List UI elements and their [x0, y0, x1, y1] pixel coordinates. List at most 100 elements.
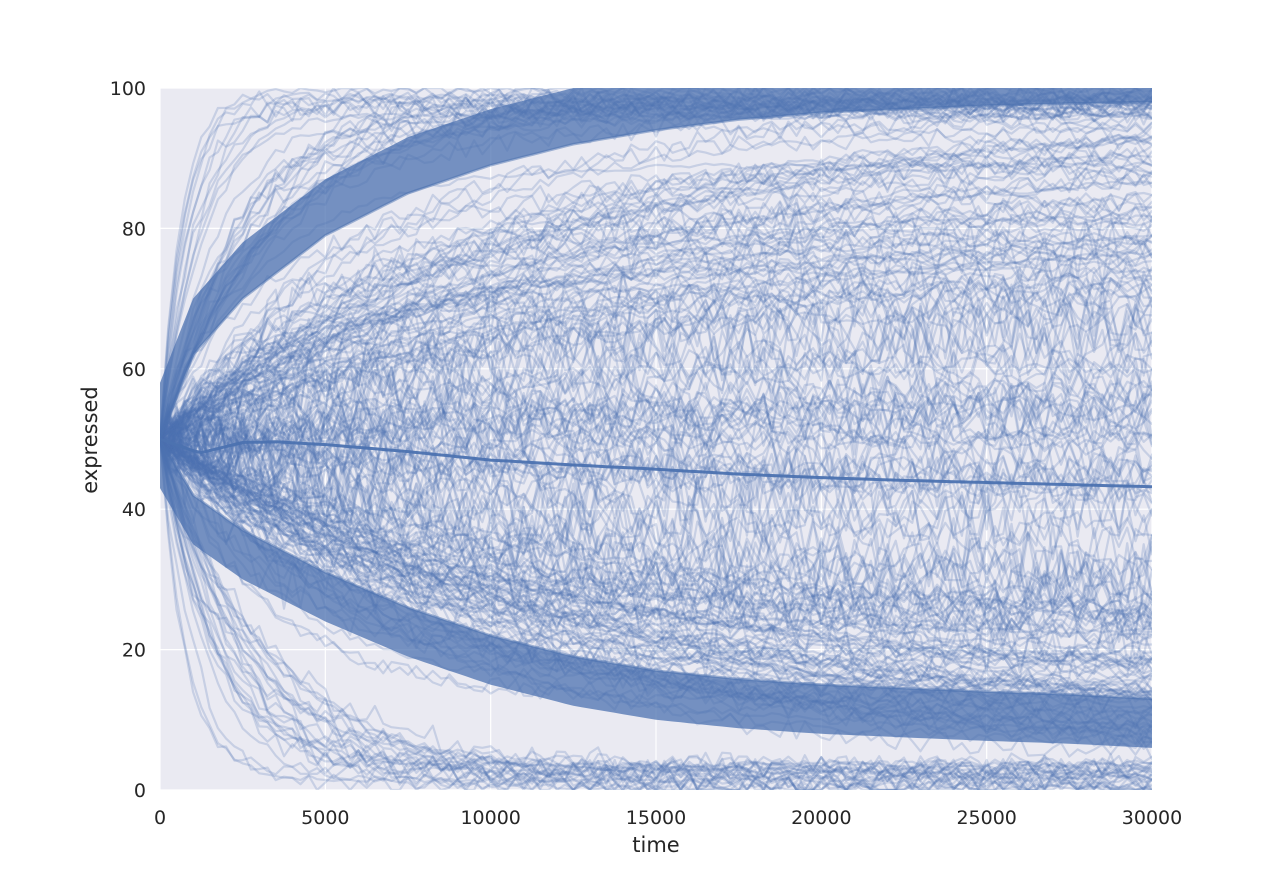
trace-line: [160, 437, 1152, 784]
trace-line: [160, 212, 1152, 441]
trace-line: [160, 427, 1152, 662]
trace-line: [160, 437, 1152, 783]
trace-line: [160, 437, 1152, 614]
trace-line: [160, 437, 1152, 681]
trace-line: [160, 437, 1152, 621]
trace-line: [160, 219, 1152, 441]
trace-line: [160, 168, 1152, 441]
trace-line: [160, 313, 1152, 450]
x-tick-label: 10000: [460, 807, 520, 829]
trace-line: [160, 411, 1152, 458]
x-tick-label: 20000: [791, 807, 851, 829]
trace-line: [160, 437, 1152, 699]
trace-line: [160, 437, 1152, 655]
trace-line: [160, 409, 1152, 540]
trace-line: [160, 239, 1152, 445]
trace-line: [160, 437, 1152, 775]
trace-line: [160, 437, 1152, 591]
trace-line: [160, 437, 1152, 790]
trace-line: [160, 437, 1152, 775]
trace-line: [160, 381, 1152, 462]
trace-line: [160, 437, 1152, 619]
trace-line: [160, 437, 1152, 617]
trace-line: [160, 125, 1152, 441]
trace-line: [160, 419, 1152, 584]
trace-line: [160, 214, 1152, 441]
trace-line: [160, 437, 1152, 641]
trace-line: [160, 416, 1152, 643]
trace-line: [160, 437, 1152, 783]
trace-line: [160, 191, 1152, 441]
trace-line: [160, 417, 1152, 561]
trace-line: [160, 150, 1152, 441]
trace-line: [160, 296, 1152, 472]
x-tick-label: 25000: [956, 807, 1016, 829]
trace-line: [160, 256, 1152, 442]
trace-line: [160, 370, 1152, 452]
trace-line: [160, 196, 1152, 442]
trace-line: [160, 205, 1152, 441]
trace-line: [160, 263, 1152, 441]
trace-line: [160, 437, 1152, 635]
upper-bundle: [160, 88, 1152, 439]
trace-line: [160, 437, 1152, 692]
trace-line: [160, 427, 1152, 451]
trace-line: [160, 437, 1152, 689]
trace-line: [160, 393, 1152, 455]
trace-line: [160, 437, 1152, 780]
trace-line: [160, 437, 1152, 672]
trace-line: [160, 437, 1152, 635]
trace-line: [160, 437, 1152, 681]
trace-line: [160, 437, 1152, 790]
trace-line: [160, 433, 1152, 495]
trace-line: [160, 437, 1152, 773]
x-tick-label: 0: [154, 807, 166, 829]
trace-line: [160, 437, 1152, 783]
x-tick-label: 15000: [626, 807, 686, 829]
trace-line: [160, 437, 1152, 790]
trace-line: [160, 437, 1152, 702]
trace-line: [160, 254, 1152, 442]
trace-line: [160, 437, 1152, 699]
trace-line: [160, 437, 1152, 776]
trace-line: [160, 437, 1152, 790]
trace-line: [160, 164, 1152, 441]
trace-line: [160, 288, 1152, 465]
trace-line: [160, 367, 1152, 455]
trace-line: [160, 437, 1152, 694]
trace-line: [160, 266, 1152, 441]
trace-line: [160, 437, 1152, 603]
trace-line: [160, 230, 1152, 441]
trace-line: [160, 437, 1152, 790]
trace-line: [160, 302, 1152, 447]
trace-line: [160, 248, 1152, 441]
x-axis-label: time: [632, 833, 679, 857]
trace-line: [160, 135, 1152, 441]
x-axis: 0 5000 10000 15000 20000 25000 30000: [154, 807, 1182, 829]
trace-line: [160, 149, 1152, 441]
trace-line: [160, 437, 1152, 782]
y-tick-label: 60: [122, 359, 146, 381]
trace-line: [160, 321, 1152, 441]
trace-line: [160, 437, 1152, 653]
trace-line: [160, 437, 1152, 790]
trace-line: [160, 146, 1152, 441]
x-tick-label: 30000: [1122, 807, 1182, 829]
y-tick-label: 80: [122, 218, 146, 240]
trace-line: [160, 278, 1152, 453]
trace-line: [160, 171, 1152, 441]
trace-line: [160, 437, 1152, 786]
trace-line: [160, 234, 1152, 441]
trace-line: [160, 415, 1152, 492]
trace-line: [160, 277, 1152, 441]
trace-line: [160, 158, 1152, 441]
trace-line: [160, 437, 1152, 695]
trace-line: [160, 418, 1152, 637]
trace-line: [160, 375, 1152, 474]
trace-line: [160, 430, 1152, 632]
trace-line: [160, 151, 1152, 441]
trace-line: [160, 201, 1152, 441]
trace-line: [160, 236, 1152, 441]
trace-line: [160, 437, 1152, 780]
trace-line: [160, 417, 1152, 598]
